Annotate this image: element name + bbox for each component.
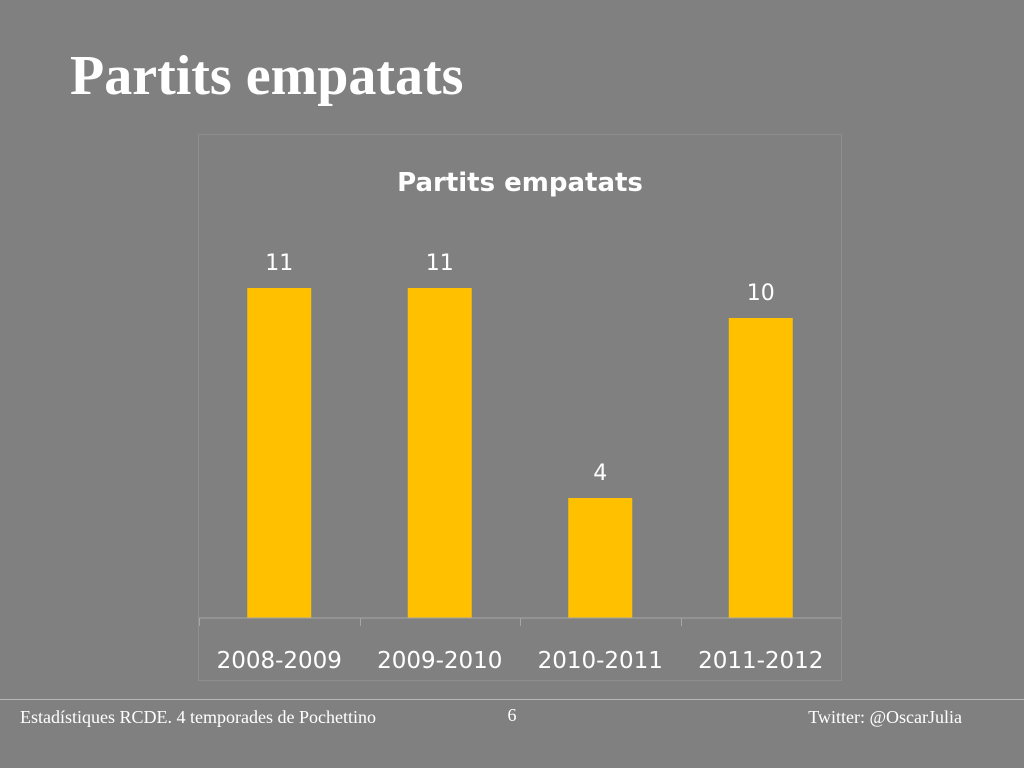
bar — [407, 288, 472, 618]
data-label: 4 — [593, 461, 607, 486]
data-label: 11 — [426, 251, 454, 276]
slide-title: Partits empatats — [70, 45, 464, 107]
page-number: 6 — [507, 705, 517, 725]
x-tick-label: 2009-2010 — [377, 648, 502, 674]
footer-caption: Estadístiques RCDE. 4 temporades de Poch… — [20, 707, 376, 727]
data-label: 11 — [265, 251, 293, 276]
x-tick-label: 2008-2009 — [217, 648, 342, 674]
bar — [568, 498, 633, 618]
chart-title: Partits empatats — [397, 168, 643, 198]
footer-divider — [0, 699, 1024, 700]
bar — [728, 318, 793, 618]
x-tick-label: 2010-2011 — [538, 648, 663, 674]
bar-chart: Partits empatats 11 2008-2009 11 2009-2010 4 2… — [199, 168, 841, 674]
footer-twitter-handle: Twitter: @OscarJulia — [808, 707, 962, 727]
bar — [247, 288, 312, 618]
x-tick-label: 2011-2012 — [698, 648, 823, 674]
chart-area: Partits empatats 11 2008-2009 11 2009-2010 4 2… — [198, 134, 842, 681]
data-label: 10 — [747, 281, 775, 306]
